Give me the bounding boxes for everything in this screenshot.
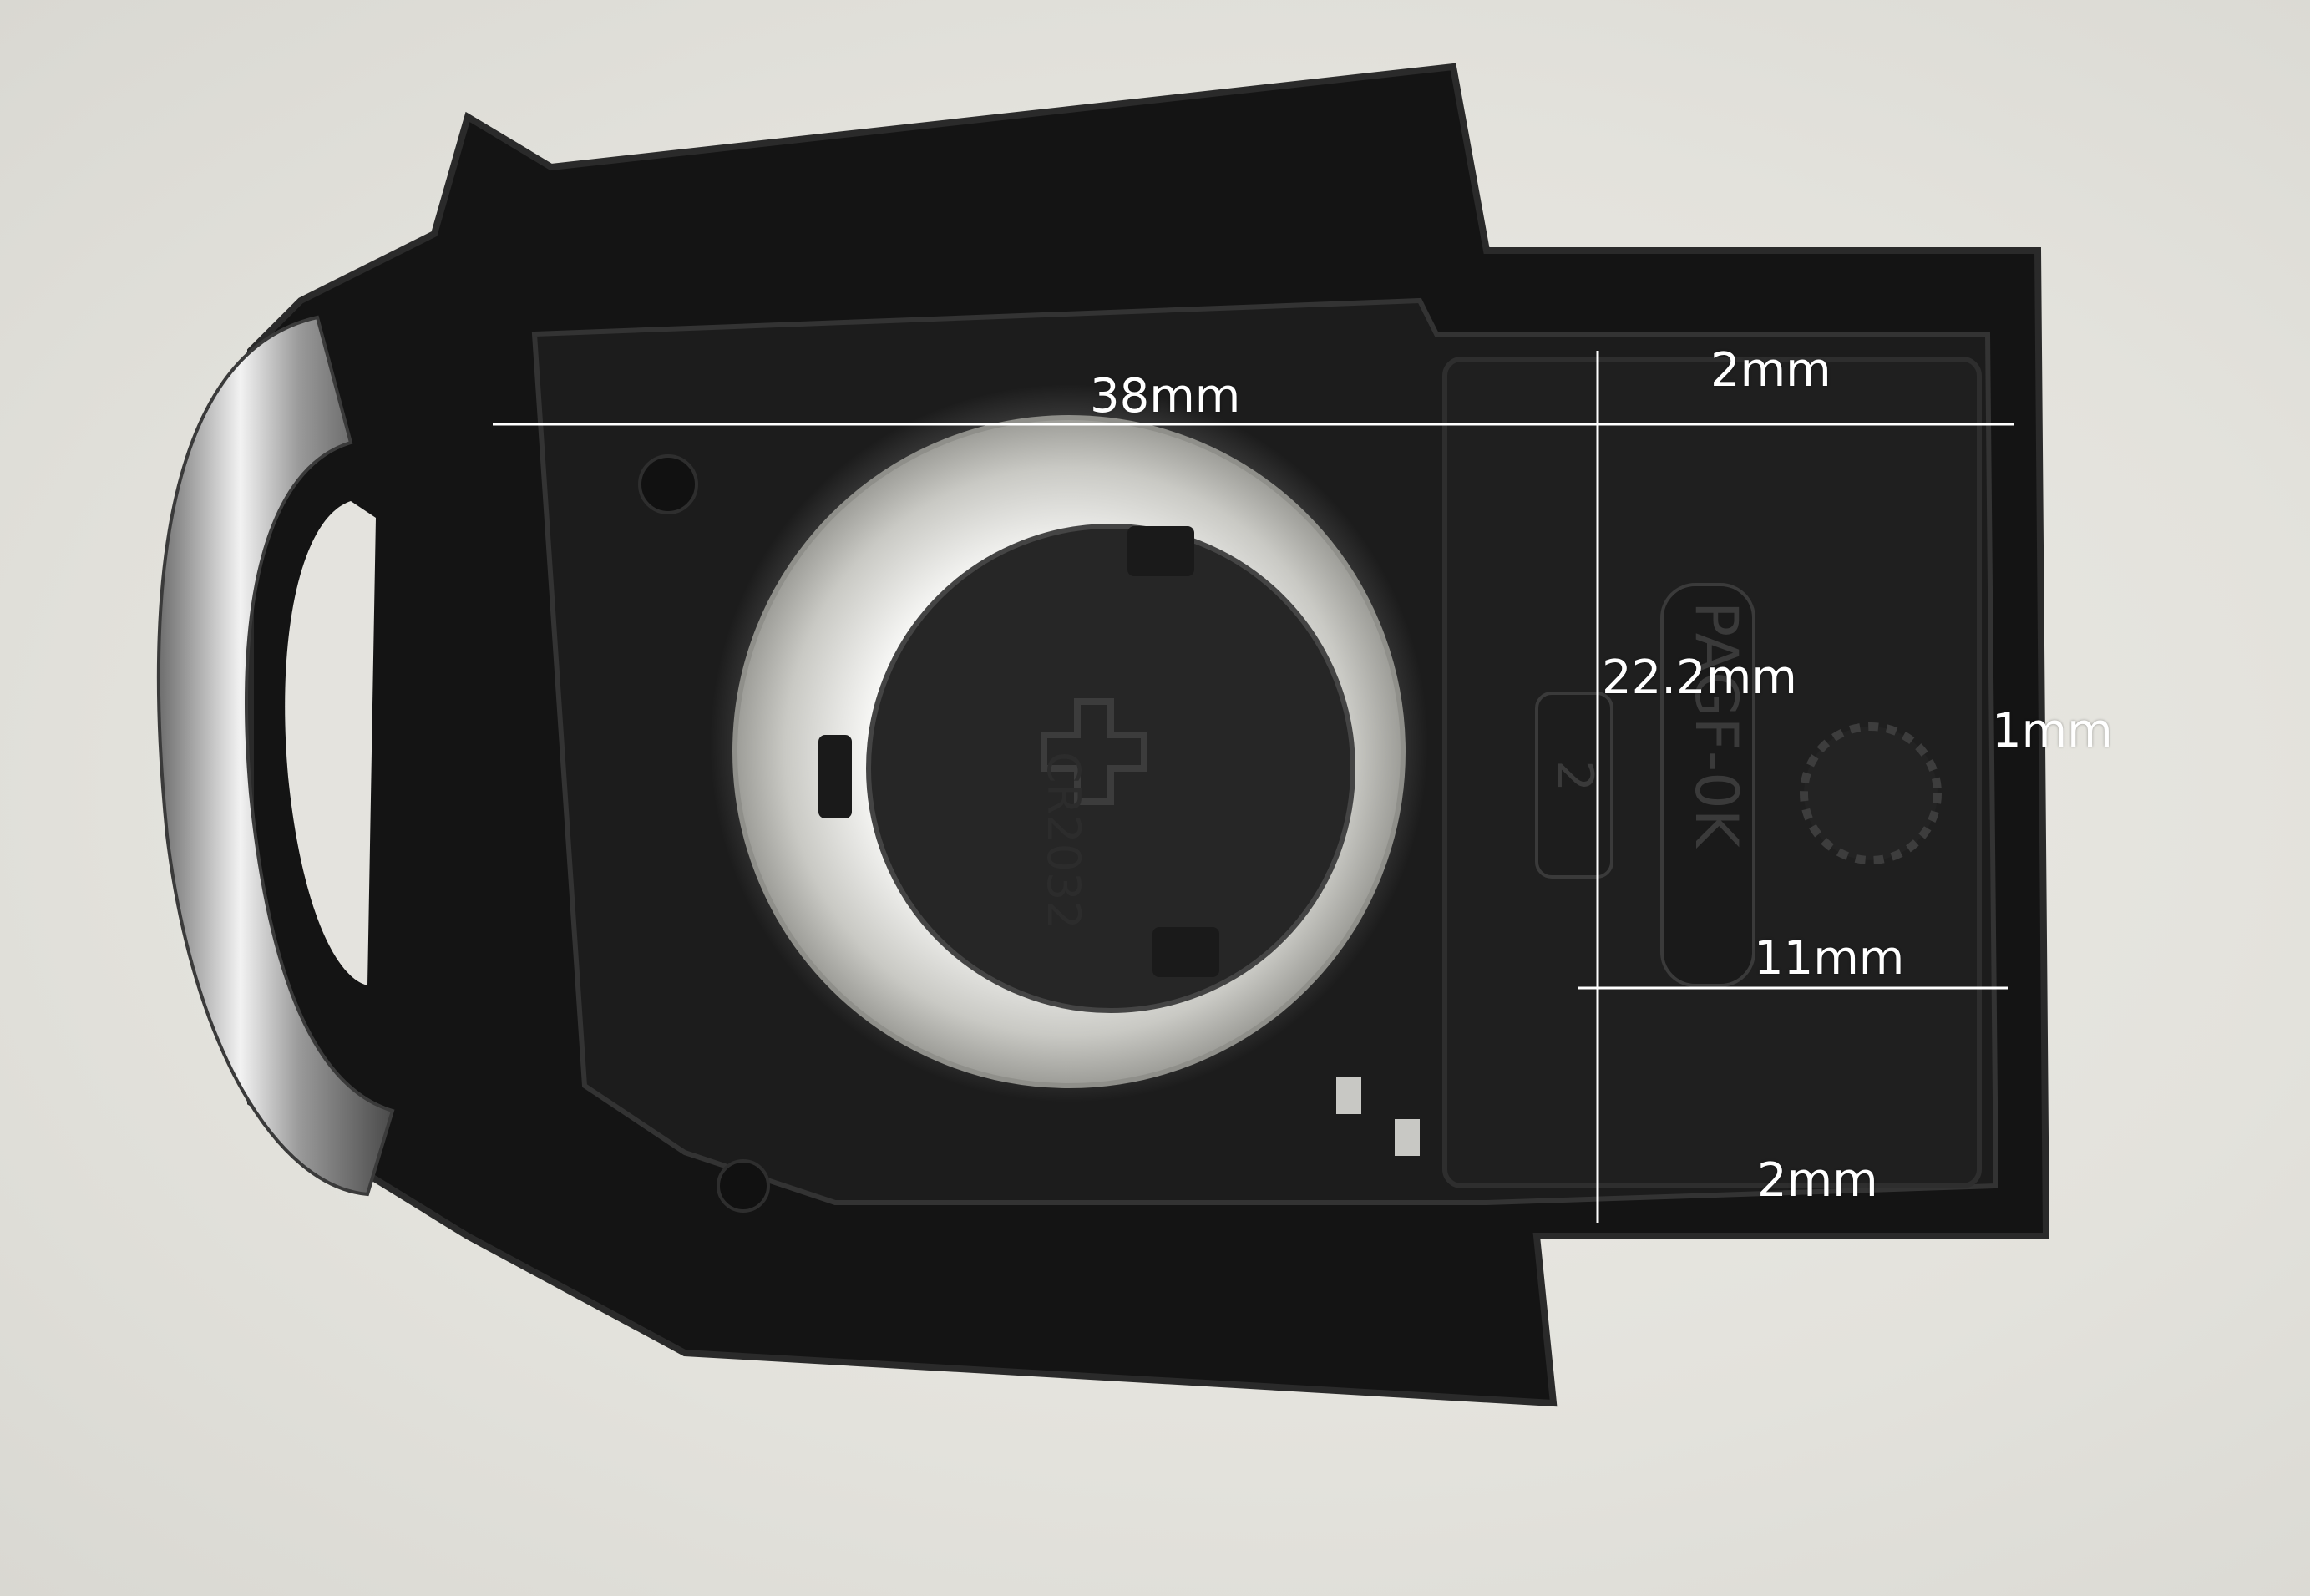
label-22-2mm: 22.2mm <box>1602 651 1797 705</box>
board-imprint: PAGF-0K <box>1682 601 1750 848</box>
label-plate <box>1660 583 1755 987</box>
label-11mm: 11mm <box>1754 931 1905 985</box>
mount-post <box>717 1159 770 1213</box>
label-38mm: 38mm <box>1090 369 1241 423</box>
label-2mm-bottom: 2mm <box>1757 1153 1878 1208</box>
battery-clip <box>1152 927 1219 977</box>
battery-imprint: CR2032 <box>1037 752 1090 930</box>
keyring-hole <box>285 501 376 985</box>
contact-pin <box>1336 1077 1361 1114</box>
label-2mm-top: 2mm <box>1710 343 1831 398</box>
chrome-keyring <box>156 315 395 1197</box>
label-1mm: 1mm <box>1992 704 2113 758</box>
gear-icon <box>1800 722 1942 864</box>
battery-clip <box>1127 526 1194 576</box>
mount-post <box>638 454 698 514</box>
battery-clip <box>818 735 852 818</box>
slot-imprint: 2 <box>1545 760 1603 793</box>
contact-pin <box>1395 1119 1420 1156</box>
slot-plate <box>1535 692 1613 879</box>
plus-icon <box>1041 698 1147 805</box>
